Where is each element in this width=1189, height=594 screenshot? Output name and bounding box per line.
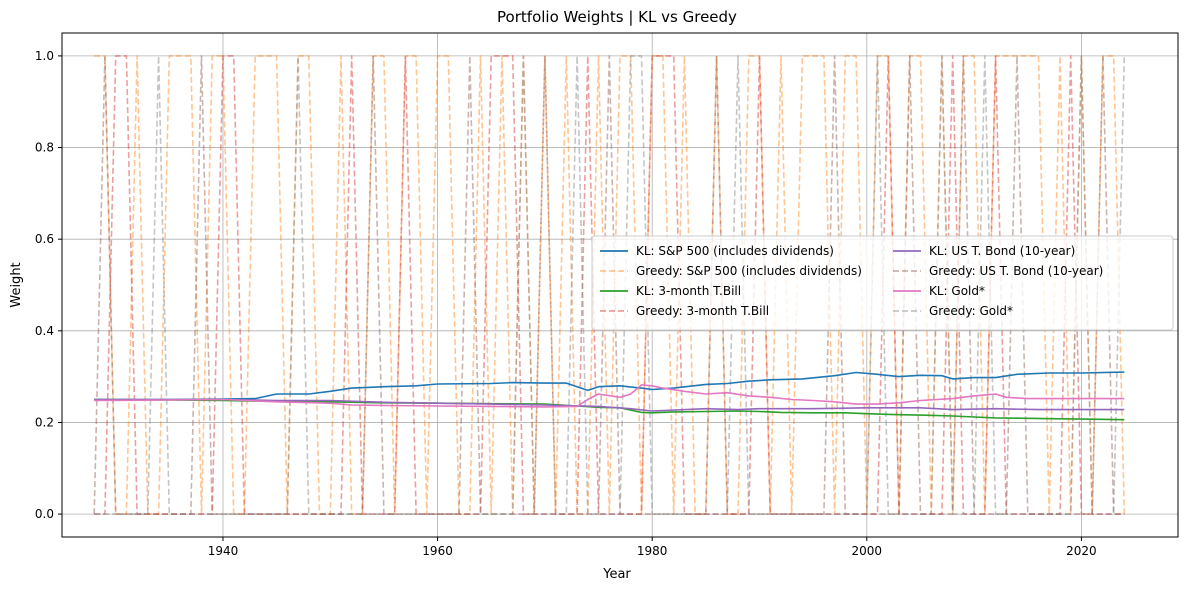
series-group xyxy=(93,55,1126,515)
x-axis-label: Year xyxy=(602,567,631,582)
series-line-3 xyxy=(94,55,1125,515)
x-tick-label: 1960 xyxy=(422,544,453,558)
legend-entry-label: KL: 3-month T.Bill xyxy=(636,284,741,298)
chart-title: Portfolio Weights | KL vs Greedy xyxy=(497,8,737,26)
legend-entry-label: KL: S&P 500 (includes dividends) xyxy=(636,244,834,258)
series-line-1 xyxy=(94,55,1126,515)
y-tick-label: 0.8 xyxy=(35,141,54,155)
legend: KL: S&P 500 (includes dividends) Greedy: … xyxy=(591,235,1174,331)
legend-box xyxy=(591,235,1174,331)
plot-area: 1940 1960 1980 2000 2020 0.0 0.2 0.4 0.6 0.8 1.0 KL… xyxy=(35,32,1179,558)
y-tick-label: 1.0 xyxy=(35,49,54,63)
plot-frame xyxy=(61,32,1179,538)
series-line-6 xyxy=(94,384,1125,408)
series-line-0 xyxy=(94,371,1125,401)
y-tick-label: 0.2 xyxy=(35,415,54,429)
x-tick-label: 2000 xyxy=(852,544,883,558)
y-tick-label: 0.0 xyxy=(35,507,54,521)
series-line-4 xyxy=(94,398,1125,412)
legend-entry-label: Greedy: S&P 500 (includes dividends) xyxy=(636,264,862,278)
legend-entry-label: Greedy: Gold* xyxy=(929,304,1013,318)
x-tick-label: 1940 xyxy=(208,544,239,558)
legend-entry-label: Greedy: US T. Bond (10-year) xyxy=(929,264,1103,278)
y-tick-label: 0.4 xyxy=(35,324,54,338)
legend-entry-label: KL: Gold* xyxy=(929,284,985,298)
x-tick-label: 2020 xyxy=(1066,544,1097,558)
y-tick-label: 0.6 xyxy=(35,232,54,246)
series-line-5 xyxy=(93,55,1125,515)
y-axis-label: Weight xyxy=(9,262,24,307)
legend-entry-label: Greedy: 3-month T.Bill xyxy=(636,304,769,318)
x-tick-label: 1980 xyxy=(637,544,668,558)
legend-entry-label: KL: US T. Bond (10-year) xyxy=(929,244,1075,258)
